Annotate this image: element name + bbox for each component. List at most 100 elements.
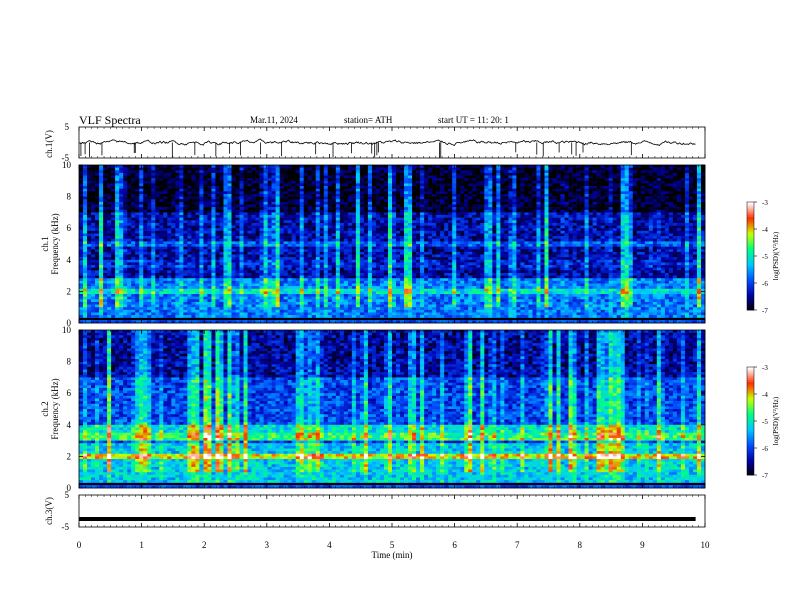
- spectrogram-cell: [468, 201, 473, 205]
- spectrogram-cell: [135, 236, 140, 240]
- spectrogram-cell: [151, 165, 156, 168]
- spectrogram-cell: [335, 238, 341, 242]
- spectrogram-cell: [696, 215, 702, 218]
- spectrogram-cell: [383, 196, 389, 200]
- spectrogram-cell: [211, 196, 216, 200]
- spectrogram-cell: [648, 215, 654, 218]
- spectrogram-cell: [191, 238, 196, 242]
- spectrogram-cell: [696, 183, 702, 187]
- spectrogram-cell: [400, 230, 405, 234]
- spectrogram-cell: [387, 180, 393, 184]
- spectrogram-cell: [652, 225, 658, 229]
- spectrogram-cell: [179, 165, 184, 168]
- spectrogram-cell: [416, 217, 421, 221]
- spectrogram-cell: [404, 241, 409, 245]
- spectrogram-cell: [592, 186, 597, 189]
- spectrogram-cell: [440, 199, 445, 203]
- spectrogram-cell: [235, 215, 240, 218]
- spectrogram-cell: [183, 188, 188, 192]
- spectrogram-cell: [319, 217, 325, 221]
- spectrogram-cell: [544, 212, 549, 216]
- spectrogram-cell: [83, 220, 88, 224]
- spectrogram-cell: [171, 220, 176, 224]
- spectrogram-cell: [536, 170, 541, 174]
- spectrogram-cell: [387, 201, 393, 205]
- spectrogram-cell: [460, 222, 465, 226]
- spectrogram-cell: [536, 201, 541, 205]
- spectrogram-cell: [644, 222, 650, 226]
- spectrogram-cell: [371, 228, 377, 232]
- spectrogram-cell: [656, 233, 662, 237]
- spectrogram-cell: [520, 178, 525, 182]
- spectrogram-cell: [347, 167, 353, 171]
- spectrogram-cell: [520, 215, 525, 218]
- spectrogram-cell: [448, 230, 453, 234]
- spectrogram-cell: [412, 165, 417, 168]
- spectrogram-cell: [83, 238, 88, 242]
- spectrogram-cell: [351, 209, 357, 213]
- spectrogram-cell: [504, 207, 509, 211]
- spectrogram-cell: [476, 228, 481, 232]
- spectrogram-cell: [339, 241, 345, 245]
- spectrogram-cell: [119, 217, 124, 221]
- spectrogram-cell: [271, 209, 276, 213]
- spectrogram-cell: [143, 196, 148, 200]
- spectrogram-cell: [235, 178, 240, 182]
- spectrogram-cell: [387, 212, 393, 216]
- spectrogram-cell: [572, 175, 577, 179]
- spectrogram-cell: [383, 175, 389, 179]
- spectrogram-cell: [580, 188, 585, 192]
- spectrogram-cell: [440, 207, 445, 211]
- spectrogram-cell: [576, 215, 581, 218]
- spectrogram-cell: [468, 220, 473, 224]
- spectrogram-cell: [255, 217, 260, 221]
- spectrogram-cell: [616, 230, 622, 234]
- spectrogram-cell: [267, 178, 272, 182]
- spectrogram-cell: [596, 212, 601, 216]
- spectrogram-cell: [456, 228, 461, 232]
- spectrogram-cell: [412, 230, 417, 234]
- spectrogram-cell: [456, 225, 461, 229]
- spectrogram-cell: [227, 209, 232, 213]
- spectrogram-cell: [580, 191, 585, 195]
- spectrogram-cell: [532, 233, 537, 237]
- spectrogram-cell: [87, 191, 92, 195]
- spectrogram-cell: [420, 183, 425, 187]
- spectrogram-cell: [115, 165, 120, 168]
- spectrogram-cell: [568, 233, 573, 237]
- spectrogram-cell: [203, 230, 208, 234]
- spectrogram-cell: [347, 188, 353, 192]
- spectrogram-cell: [664, 191, 670, 195]
- spectrogram-cell: [119, 199, 124, 203]
- spectrogram-cell: [203, 217, 208, 221]
- spectrogram-cell: [396, 199, 401, 203]
- spectrogram-cell: [347, 222, 353, 226]
- spectrogram-cell: [700, 167, 706, 171]
- spectrogram-cell: [548, 230, 553, 234]
- spectrogram-cell: [396, 178, 401, 182]
- spectrogram-cell: [636, 217, 642, 221]
- spectrogram-cell: [99, 244, 104, 247]
- spectrogram-cell: [363, 209, 369, 213]
- spectrogram-cell: [564, 186, 569, 189]
- spectrogram-cell: [83, 193, 88, 197]
- spectrogram-cell: [243, 215, 248, 218]
- spectrogram-cell: [440, 201, 445, 205]
- spectrogram-cell: [564, 180, 569, 184]
- spectrogram-cell: [247, 199, 252, 203]
- spectrogram-cell: [520, 201, 525, 205]
- spectrogram-cell: [255, 186, 260, 189]
- spectrogram-cell: [628, 238, 634, 242]
- spectrogram-cell: [392, 199, 397, 203]
- spectrogram-cell: [600, 207, 605, 211]
- spectrogram-cell: [660, 193, 666, 197]
- spectrogram-cell: [351, 180, 357, 184]
- spectrogram-cell: [131, 236, 136, 240]
- spectrogram-cell: [452, 230, 457, 234]
- spectrogram-cell: [560, 180, 565, 184]
- spectrogram-cell: [424, 180, 429, 184]
- spectrogram-cell: [404, 228, 409, 232]
- spectrogram-cell: [359, 209, 365, 213]
- spectrogram-cell: [207, 236, 212, 240]
- spectrogram-cell: [592, 175, 597, 179]
